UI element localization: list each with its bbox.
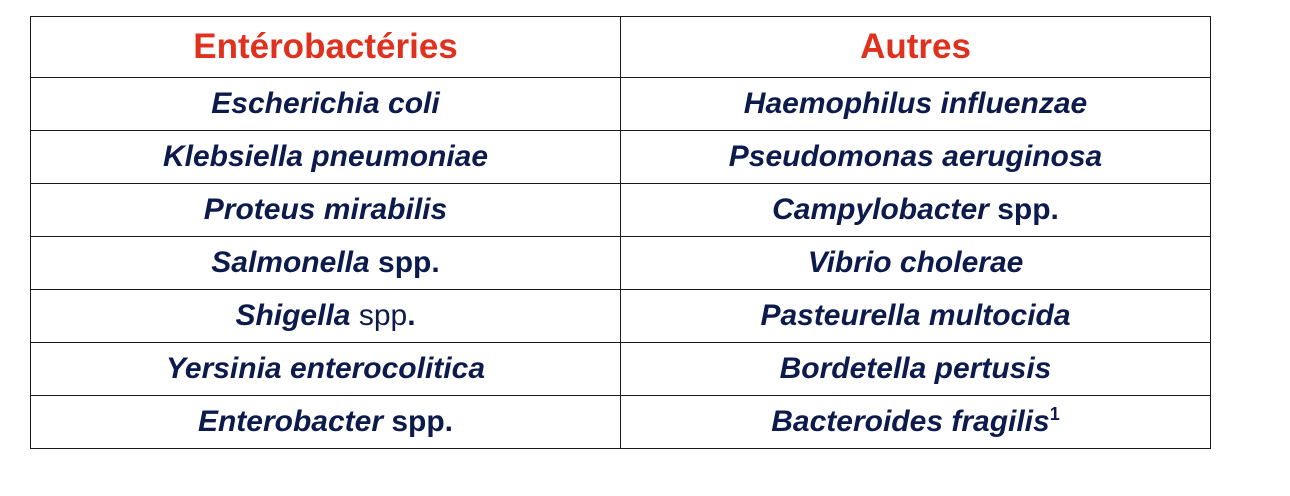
cell-enterobacteria: Proteus mirabilis (30, 183, 621, 237)
header-row: Entérobactéries Autres (30, 16, 1211, 78)
species-name: Pseudomonas aeruginosa (728, 140, 1103, 173)
cell-other: Campylobacter spp. (620, 183, 1211, 237)
cell-other: Haemophilus influenzae (620, 77, 1211, 131)
cell-enterobacteria: Enterobacter spp. (30, 395, 621, 449)
species-name: Vibrio cholerae (807, 246, 1024, 279)
table-row: Klebsiella pneumoniae Pseudomonas aerugi… (30, 130, 1211, 184)
cell-enterobacteria: Yersinia enterocolitica (30, 342, 621, 396)
species-name: Enterobacter (197, 405, 384, 438)
species-name: Escherichia coli (211, 87, 440, 120)
species-name: Bacteroides fragilis (771, 405, 1050, 438)
species-suffix-light: spp (350, 299, 408, 332)
species-name: Yersinia enterocolitica (165, 352, 485, 385)
species-suffix: . (407, 299, 416, 332)
cell-other: Bacteroides fragilis1 (620, 395, 1211, 449)
cell-other: Bordetella pertusis (620, 342, 1211, 396)
species-name: Pasteurella multocida (760, 299, 1071, 332)
table-row: Yersinia enterocolitica Bordetella pertu… (30, 342, 1211, 396)
footnote-marker: 1 (1049, 404, 1060, 424)
header-enterobacteriaceae: Entérobactéries (30, 16, 621, 78)
table-row: Enterobacter spp. Bacteroides fragilis1 (30, 395, 1211, 449)
cell-enterobacteria: Klebsiella pneumoniae (30, 130, 621, 184)
species-suffix: spp. (369, 246, 440, 279)
cell-other: Pseudomonas aeruginosa (620, 130, 1211, 184)
species-name: Haemophilus influenzae (743, 87, 1088, 120)
table-row: Shigella spp. Pasteurella multocida (30, 289, 1211, 343)
bacteria-table: Entérobactéries Autres Escherichia coli … (30, 16, 1211, 449)
cell-enterobacteria: Shigella spp. (30, 289, 621, 343)
species-name: Salmonella (211, 246, 370, 279)
species-name: Shigella (235, 299, 351, 332)
species-name: Klebsiella pneumoniae (162, 140, 489, 173)
species-name: Bordetella pertusis (779, 352, 1052, 385)
cell-enterobacteria: Escherichia coli (30, 77, 621, 131)
table-row: Proteus mirabilis Campylobacter spp. (30, 183, 1211, 237)
species-suffix: spp. (988, 193, 1059, 226)
species-name: Proteus mirabilis (203, 193, 448, 226)
table-row: Salmonella spp. Vibrio cholerae (30, 236, 1211, 290)
cell-enterobacteria: Salmonella spp. (30, 236, 621, 290)
table-row: Escherichia coli Haemophilus influenzae (30, 77, 1211, 131)
header-others: Autres (620, 16, 1211, 78)
cell-other: Vibrio cholerae (620, 236, 1211, 290)
species-name: Campylobacter (772, 193, 989, 226)
species-suffix: spp. (383, 405, 454, 438)
cell-other: Pasteurella multocida (620, 289, 1211, 343)
